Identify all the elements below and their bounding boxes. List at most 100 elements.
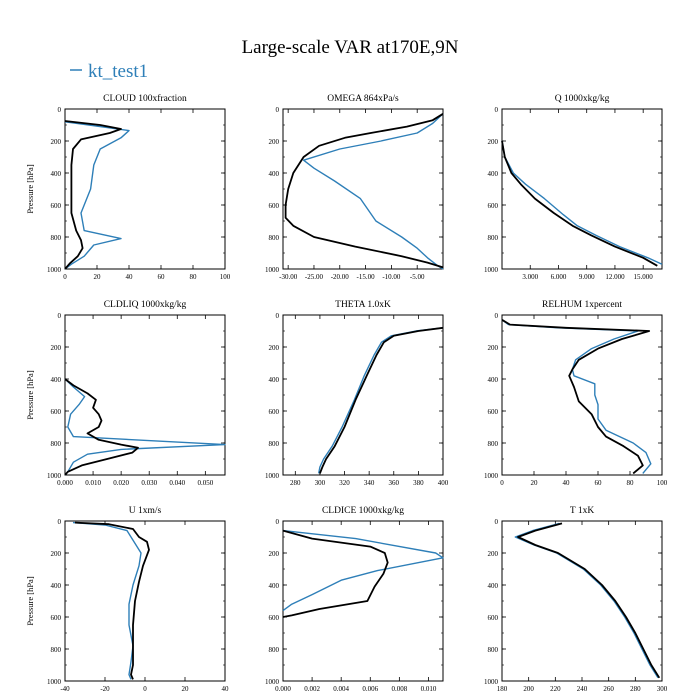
panel-4: THETA 1.0xK 0 200 400 600 800 1000 280 300 320 340…: [265, 300, 449, 487]
panel-title: THETA 1.0xK: [335, 300, 391, 310]
series-line-kt_test1: [72, 521, 142, 680]
panel-title: U 1xm/s: [129, 506, 162, 516]
panel-2: Q 1000xkg/kg 0 200 400 600 800 1000 3.000 6.000 9…: [484, 94, 663, 281]
x-tick-label: -25.00: [305, 273, 324, 281]
x-tick-label: 0.010: [421, 685, 437, 693]
x-tick-label: 40: [222, 685, 230, 693]
x-tick-label: 0.004: [333, 685, 349, 693]
y-tick-label: 1000: [47, 472, 62, 480]
series-line-reference: [517, 522, 661, 679]
y-tick-label: 400: [51, 582, 62, 590]
y-tick-label: 1000: [484, 678, 499, 686]
x-tick-label: 0.008: [391, 685, 407, 693]
panel-title: CLDLIQ 1000xkg/kg: [104, 300, 187, 310]
figure-title: Large-scale VAR at170E,9N: [242, 37, 459, 58]
series-line-kt_test1: [501, 140, 663, 265]
panel-title: Q 1000xkg/kg: [555, 94, 610, 104]
x-tick-label: 0.040: [169, 479, 185, 487]
y-tick-label: 600: [51, 202, 62, 210]
y-tick-label: 200: [51, 138, 62, 146]
x-tick-label: 280: [290, 479, 301, 487]
y-tick-label: 600: [488, 614, 499, 622]
series-line-kt_test1: [64, 378, 226, 476]
y-tick-label: 1000: [47, 678, 62, 686]
y-axis-label: Pressure [hPa]: [25, 370, 35, 420]
series-line-reference: [74, 521, 150, 680]
x-tick-label: 0.000: [57, 479, 73, 487]
series-line-reference: [501, 319, 651, 475]
y-tick-label: 200: [269, 550, 280, 558]
x-tick-label: -20.00: [331, 273, 350, 281]
panel-title: OMEGA 864xPa/s: [327, 94, 399, 104]
x-tick-label: 260: [603, 685, 614, 693]
y-tick-label: 0: [495, 518, 499, 526]
x-tick-label: 40: [563, 479, 571, 487]
series-line-kt_test1: [302, 113, 444, 270]
y-tick-label: 600: [269, 202, 280, 210]
y-tick-label: 400: [269, 376, 280, 384]
y-tick-label: 200: [488, 344, 499, 352]
x-tick-label: 360: [389, 479, 400, 487]
y-tick-label: 600: [51, 408, 62, 416]
y-tick-label: 200: [488, 550, 499, 558]
x-tick-label: -5.00: [410, 273, 425, 281]
y-tick-label: 0: [276, 518, 280, 526]
x-tick-label: -40: [60, 685, 70, 693]
x-tick-label: -10.00: [382, 273, 401, 281]
y-tick-label: 800: [488, 646, 499, 654]
x-tick-label: 15.000: [634, 273, 654, 281]
y-tick-label: 800: [269, 646, 280, 654]
series-line-reference: [64, 120, 122, 270]
panel-frame: [282, 314, 444, 476]
x-tick-label: 0.002: [304, 685, 320, 693]
y-tick-label: 1000: [484, 266, 499, 274]
y-tick-label: 200: [269, 344, 280, 352]
legend-label: kt_test1: [88, 61, 148, 82]
y-tick-label: 400: [51, 376, 62, 384]
y-tick-label: 800: [51, 646, 62, 654]
y-tick-label: 400: [269, 582, 280, 590]
x-tick-label: 400: [438, 479, 449, 487]
y-tick-label: 0: [58, 106, 62, 114]
x-tick-label: 180: [497, 685, 508, 693]
y-tick-label: 0: [495, 312, 499, 320]
series-line-kt_test1: [282, 529, 444, 612]
y-axis-label: Pressure [hPa]: [25, 164, 35, 214]
x-tick-label: 0.010: [85, 479, 101, 487]
y-tick-label: 600: [488, 408, 499, 416]
x-tick-label: -20: [100, 685, 110, 693]
y-tick-label: 600: [488, 202, 499, 210]
y-axis-label: Pressure [hPa]: [25, 576, 35, 626]
x-tick-label: -15.00: [357, 273, 376, 281]
y-tick-label: 600: [269, 614, 280, 622]
series-line-reference: [64, 378, 139, 476]
x-tick-label: 80: [627, 479, 635, 487]
x-tick-label: 380: [413, 479, 424, 487]
series-line-kt_test1: [514, 522, 659, 679]
y-tick-label: 0: [58, 518, 62, 526]
x-tick-label: 0.006: [362, 685, 378, 693]
x-tick-label: 320: [339, 479, 350, 487]
panel-frame: [64, 108, 226, 270]
x-tick-label: 220: [550, 685, 561, 693]
y-tick-label: 1000: [47, 266, 62, 274]
legend: kt_test1: [70, 61, 148, 82]
y-tick-label: 1000: [265, 472, 280, 480]
y-tick-label: 800: [51, 440, 62, 448]
y-tick-label: 1000: [265, 266, 280, 274]
y-tick-label: 800: [269, 234, 280, 242]
panel-6: U 1xm/s 0 200 400 600 800 1000-40 -20 0 20 40 Press…: [25, 506, 229, 693]
y-tick-label: 400: [51, 170, 62, 178]
x-tick-label: 6.000: [551, 273, 567, 281]
x-tick-label: 0: [500, 479, 504, 487]
y-tick-label: 400: [488, 582, 499, 590]
panel-frame: [64, 520, 226, 682]
y-tick-label: 0: [276, 106, 280, 114]
y-tick-label: 800: [488, 234, 499, 242]
x-tick-label: 3.000: [522, 273, 538, 281]
panel-title: CLOUD 100xfraction: [103, 93, 187, 104]
series-line-reference: [319, 326, 444, 474]
